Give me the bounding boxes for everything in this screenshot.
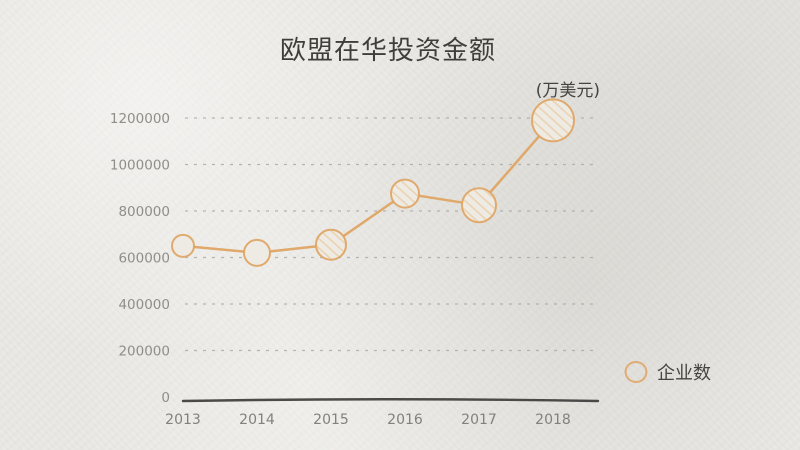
legend-item-label: 企业数 [657, 363, 711, 384]
data-point-hatch [463, 189, 495, 222]
data-point [461, 187, 497, 224]
legend-circle-icon [623, 359, 649, 385]
y-tick-label: 800000 [118, 204, 170, 220]
data-point-hatch [392, 180, 418, 207]
y-tick-label: 1000000 [110, 158, 170, 174]
data-point [315, 228, 347, 261]
data-point-base [244, 239, 270, 266]
data-point [243, 238, 271, 267]
x-tick-label: 2014 [239, 412, 275, 428]
chart-title: 欧盟在华投资金额 [279, 36, 496, 66]
x-tick-label: 2017 [461, 412, 497, 428]
data-point [531, 98, 575, 143]
y-tick-label: 200000 [118, 344, 170, 360]
x-tick-label: 2016 [387, 412, 423, 428]
y-axis-unit-label: (万美元) [535, 81, 600, 101]
x-tick-label: 2018 [535, 412, 571, 428]
y-tick-label: 0 [161, 390, 170, 406]
x-axis-line [181, 398, 600, 403]
data-point [390, 178, 420, 209]
data-point [171, 233, 195, 258]
series-line [182, 119, 554, 255]
data-point-hatch [533, 100, 573, 141]
data-point-hatch [317, 230, 345, 259]
data-point-base [172, 234, 194, 257]
legend-item-enterprises[interactable]: 企业数 [623, 357, 711, 387]
y-tick-label: 400000 [118, 297, 170, 313]
x-tick-label: 2013 [165, 412, 201, 428]
y-tick-label: 600000 [118, 251, 170, 267]
x-tick-label: 2015 [313, 412, 349, 428]
y-tick-label: 1200000 [110, 111, 170, 127]
